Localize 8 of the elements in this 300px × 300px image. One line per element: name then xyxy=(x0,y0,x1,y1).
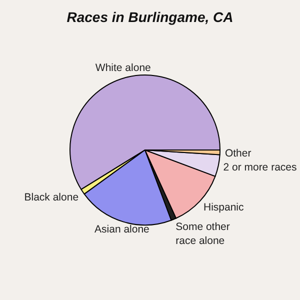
slice-label: Some other race alone xyxy=(176,220,230,247)
slice-label: 2 or more races xyxy=(223,162,297,174)
chart-title: Races in Burlingame, CA xyxy=(66,9,234,25)
slice-label: Hispanic xyxy=(203,202,244,214)
slice-label: Asian alone xyxy=(94,224,150,236)
slice-label: Other xyxy=(224,148,252,160)
slice-label: Black alone xyxy=(24,192,79,204)
slice-label: White alone xyxy=(95,62,152,74)
